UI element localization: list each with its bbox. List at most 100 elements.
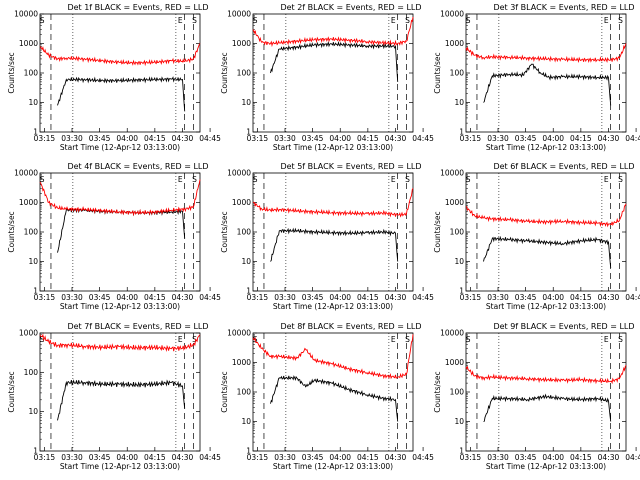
y-tick-label: 10000	[440, 169, 464, 178]
chart-panel-9: Det 9f BLACK = Events, RED = LLD Counts/s…	[433, 322, 640, 471]
plot-frame	[465, 172, 627, 292]
x-tick-label: 03:15	[34, 453, 56, 462]
series-line-events	[270, 41, 399, 82]
x-tick-label: 04:00	[542, 134, 564, 143]
y-tick-label: 1000	[19, 198, 38, 207]
x-tick-label: 04:15	[144, 134, 166, 143]
x-tick-label: 03:45	[515, 293, 537, 302]
plot-frame	[39, 332, 201, 452]
x-tick-label: 03:15	[247, 453, 269, 462]
y-tick-label: 100	[24, 228, 39, 237]
y-tick-label: 10000	[14, 169, 38, 178]
x-tick-label: 04:45	[412, 453, 434, 462]
chart-title: Det 5f BLACK = Events, RED = LLD	[280, 162, 421, 171]
x-tick-label: 04:00	[542, 293, 564, 302]
plot-frame	[252, 13, 414, 133]
series-line-lld	[252, 16, 414, 48]
chart-title: Det 8f BLACK = Events, RED = LLD	[280, 322, 421, 331]
y-tick-label: 1	[33, 447, 38, 456]
x-tick-label: 03:15	[34, 293, 56, 302]
y-tick-label: 10000	[14, 10, 38, 19]
chart-panel-1: Det 1f BLACK = Events, RED = LLD Counts/s…	[7, 3, 221, 152]
x-tick-label: 03:15	[247, 134, 269, 143]
y-tick-label: 1000	[19, 329, 38, 338]
event-marker-label: S	[40, 335, 45, 344]
y-tick-label: 10	[241, 98, 251, 107]
x-axis-label: Start Time (12-Apr-12 03:13:00)	[486, 462, 606, 471]
chart-panel-5: Det 5f BLACK = Events, RED = LLD Counts/s…	[220, 162, 434, 311]
chart-title: Det 6f BLACK = Events, RED = LLD	[493, 162, 634, 171]
chart-title: Det 1f BLACK = Events, RED = LLD	[67, 3, 208, 12]
y-tick-label: 100	[237, 69, 252, 78]
x-tick-label: 04:00	[329, 293, 351, 302]
x-tick-label: 03:30	[487, 134, 509, 143]
series-line-lld	[39, 333, 201, 352]
y-tick-label: 1	[459, 128, 464, 137]
y-axis-label: Counts/sec	[7, 371, 16, 412]
y-axis-label: Counts/sec	[7, 52, 16, 93]
x-tick-label: 03:30	[274, 134, 296, 143]
x-tick-label: 03:45	[302, 293, 324, 302]
event-marker-label: S	[618, 16, 623, 25]
x-axis-label: Start Time (12-Apr-12 03:13:00)	[273, 462, 393, 471]
x-tick-label: 03:45	[302, 453, 324, 462]
x-axis-label: Start Time (12-Apr-12 03:13:00)	[486, 302, 606, 311]
y-tick-label: 1	[33, 287, 38, 296]
y-tick-label: 1	[246, 287, 251, 296]
x-tick-label: 03:45	[89, 293, 111, 302]
x-tick-label: 04:00	[116, 293, 138, 302]
event-marker-label: E	[391, 335, 396, 344]
y-tick-label: 10000	[227, 169, 251, 178]
chart-title: Det 9f BLACK = Events, RED = LLD	[493, 322, 634, 331]
y-axis-label: Counts/sec	[220, 52, 229, 93]
y-tick-label: 10000	[440, 329, 464, 338]
y-tick-label: 100	[237, 228, 252, 237]
x-tick-label: 03:30	[61, 134, 83, 143]
x-tick-label: 03:30	[61, 293, 83, 302]
series-line-lld	[465, 203, 627, 228]
chart-title: Det 7f BLACK = Events, RED = LLD	[67, 322, 208, 331]
chart-title: Det 2f BLACK = Events, RED = LLD	[280, 3, 421, 12]
y-tick-label: 1000	[232, 198, 251, 207]
y-axis-label: Counts/sec	[220, 211, 229, 252]
y-tick-label: 1000	[19, 39, 38, 48]
x-tick-label: 03:15	[34, 134, 56, 143]
y-tick-label: 10000	[227, 329, 251, 338]
event-marker-label: E	[391, 175, 396, 184]
event-marker-label: S	[192, 16, 197, 25]
y-tick-label: 1	[459, 287, 464, 296]
y-tick-label: 1000	[232, 39, 251, 48]
y-tick-label: 100	[450, 228, 465, 237]
x-tick-label: 04:15	[144, 453, 166, 462]
chart-panel-4: Det 4f BLACK = Events, RED = LLD Counts/s…	[7, 162, 221, 311]
y-tick-label: 100	[450, 69, 465, 78]
x-tick-label: 04:45	[199, 134, 221, 143]
event-marker-label: S	[466, 16, 471, 25]
series-line-events	[483, 235, 612, 269]
chart-panel-7: Det 7f BLACK = Events, RED = LLD Counts/s…	[7, 322, 221, 471]
x-tick-label: 04:00	[116, 134, 138, 143]
x-tick-label: 04:15	[357, 293, 379, 302]
x-axis-label: Start Time (12-Apr-12 03:13:00)	[486, 143, 606, 152]
y-tick-label: 10000	[440, 10, 464, 19]
series-line-events	[483, 393, 612, 422]
event-marker-label: S	[618, 175, 623, 184]
y-tick-label: 1000	[445, 358, 464, 367]
y-tick-label: 1000	[445, 198, 464, 207]
event-marker-label: E	[178, 335, 183, 344]
x-axis-label: Start Time (12-Apr-12 03:13:00)	[60, 462, 180, 471]
y-tick-label: 100	[237, 388, 252, 397]
y-tick-label: 10	[241, 417, 251, 426]
y-tick-label: 10	[454, 417, 464, 426]
y-tick-label: 10	[454, 257, 464, 266]
series-line-events	[57, 206, 186, 253]
y-tick-label: 10	[241, 257, 251, 266]
chart-panel-8: Det 8f BLACK = Events, RED = LLD Counts/s…	[220, 322, 434, 471]
event-marker-label: E	[391, 16, 396, 25]
event-marker-label: S	[253, 175, 258, 184]
x-tick-label: 04:30	[385, 453, 407, 462]
plot-frame	[465, 13, 627, 133]
event-marker-label: S	[618, 335, 623, 344]
